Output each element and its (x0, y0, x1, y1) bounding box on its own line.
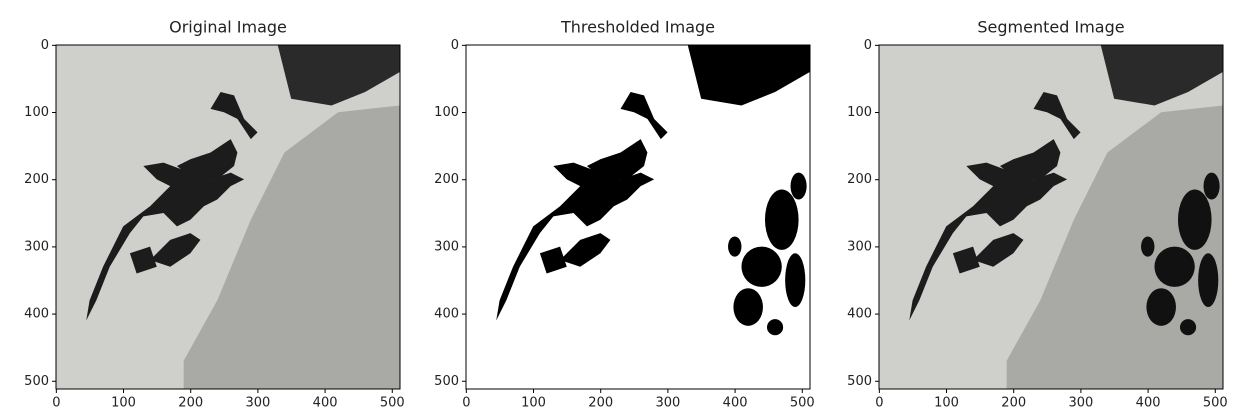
y-tick-label: 400 (434, 307, 459, 322)
y-tick-label: 0 (451, 38, 459, 53)
y-tick-label: 0 (41, 38, 49, 53)
land (183, 105, 400, 389)
y-tick-label: 200 (434, 172, 459, 187)
y-tick-label: 100 (847, 105, 872, 120)
x-tick-label: 300 (1068, 396, 1093, 411)
y-tick-label: 400 (847, 307, 872, 322)
y-tick-label: 400 (24, 307, 49, 322)
subplot-title: Thresholded Image (560, 18, 715, 37)
x-tick-label: 500 (380, 396, 405, 411)
x-tick-label: 400 (723, 396, 748, 411)
x-tick-label: 400 (1136, 396, 1161, 411)
y-tick-label: 500 (847, 374, 872, 389)
y-tick-label: 300 (434, 239, 459, 254)
x-tick-label: 0 (875, 396, 883, 411)
y-tick-label: 200 (24, 172, 49, 187)
x-tick-label: 200 (1001, 396, 1026, 411)
x-tick-label: 100 (934, 396, 959, 411)
image (878, 44, 1223, 389)
y-tick-label: 100 (24, 105, 49, 120)
x-tick-label: 0 (52, 396, 60, 411)
axes-frame (878, 44, 1224, 390)
image (55, 44, 400, 389)
x-tick-label: 500 (1203, 396, 1228, 411)
subplot-title: Segmented Image (977, 18, 1124, 37)
y-tick-label: 200 (847, 172, 872, 187)
y-tick-label: 0 (864, 38, 872, 53)
axes-frame (465, 44, 811, 390)
x-tick-label: 300 (655, 396, 680, 411)
x-tick-label: 200 (588, 396, 613, 411)
y-tick-label: 100 (434, 105, 459, 120)
x-tick-label: 300 (245, 396, 270, 411)
axes-frame (55, 44, 401, 390)
y-tick-label: 300 (24, 239, 49, 254)
y-tick-label: 500 (434, 374, 459, 389)
y-tick-label: 500 (24, 374, 49, 389)
y-tick-label: 300 (847, 239, 872, 254)
subplot-title: Original Image (169, 18, 287, 37)
x-tick-label: 100 (521, 396, 546, 411)
x-tick-label: 500 (790, 396, 815, 411)
x-tick-label: 100 (111, 396, 136, 411)
x-tick-label: 400 (313, 396, 338, 411)
x-tick-label: 200 (178, 396, 203, 411)
image (465, 44, 810, 389)
x-tick-label: 0 (462, 396, 470, 411)
